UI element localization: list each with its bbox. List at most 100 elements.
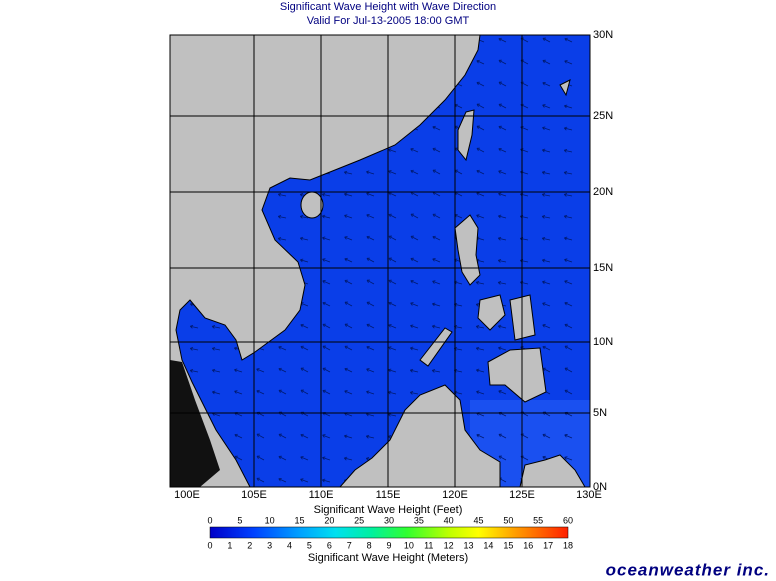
feet-tick: 15 <box>294 515 304 525</box>
lon-label: 115E <box>376 489 401 501</box>
wave-arrow <box>564 236 573 241</box>
wave-arrow <box>432 235 441 241</box>
wave-arrow <box>498 81 507 87</box>
lon-label: 100E <box>174 489 200 501</box>
wave-arrow <box>300 478 309 483</box>
meter-tick: 8 <box>367 540 372 550</box>
grid <box>170 35 590 487</box>
meter-tick: 11 <box>424 540 433 550</box>
wave-arrow <box>388 279 397 285</box>
meter-tick: 10 <box>404 540 414 550</box>
wave-arrow <box>321 192 331 197</box>
wave-arrow <box>388 213 397 219</box>
wave-arrow <box>278 455 287 461</box>
wave-arrow <box>476 390 485 395</box>
wave-arrow <box>476 125 485 131</box>
wave-arrow <box>475 346 485 351</box>
wave-arrow <box>234 433 243 439</box>
wave-arrow <box>388 301 397 307</box>
meter-tick: 0 <box>207 540 212 550</box>
wave-arrow <box>541 193 551 197</box>
wave-arrow <box>366 170 375 175</box>
wave-arrow <box>322 280 331 285</box>
meter-tick: 13 <box>464 540 474 550</box>
wave-arrow <box>542 324 551 329</box>
land-shade <box>170 360 220 487</box>
wave-arrow <box>366 257 375 263</box>
wave-arrow <box>564 323 573 329</box>
wave-arrow <box>387 390 397 395</box>
feet-tick: 5 <box>237 515 242 525</box>
wave-arrow <box>432 147 441 153</box>
wave-arrow <box>256 389 265 395</box>
wave-arrow <box>409 391 419 395</box>
wave-arrow <box>409 346 419 351</box>
wave-arrow <box>278 477 287 483</box>
wave-arrow <box>388 170 397 175</box>
wave-arrow <box>321 214 331 219</box>
wave-arrow <box>189 369 199 373</box>
wave-arrow <box>322 258 331 263</box>
wave-arrow <box>388 368 397 373</box>
wave-arrow <box>542 81 551 87</box>
wave-arrow <box>278 367 287 373</box>
wave-arrow <box>410 302 419 307</box>
wave-arrow <box>278 433 287 439</box>
wave-arrow <box>542 345 551 351</box>
wave-arrow <box>388 235 397 241</box>
lat-label: 20N <box>593 186 613 198</box>
wave-arrow <box>278 346 287 351</box>
wave-arrow <box>189 324 199 329</box>
axis-labels: 0N 5N 10N 15N 20N 25N 30N 100E 105E 110E 115E 120E 1… <box>174 29 613 550</box>
wave-arrow <box>497 236 507 241</box>
wave-arrow <box>541 258 551 263</box>
wave-arrow <box>277 215 287 219</box>
feet-tick: 35 <box>414 515 424 525</box>
wave-arrow <box>366 214 375 219</box>
lon-label: 120E <box>442 489 468 501</box>
wave-arrow <box>211 368 221 373</box>
wave-arrow <box>542 59 551 65</box>
wave-arrow <box>564 367 573 373</box>
wave-arrow <box>277 192 287 197</box>
lat-label: 30N <box>593 29 613 41</box>
wave-arrow <box>542 37 551 43</box>
wave-arrow <box>366 279 375 285</box>
wave-arrow <box>256 368 265 373</box>
wave-arrow <box>498 433 507 439</box>
wave-arrow <box>498 59 507 65</box>
wave-arrow <box>498 125 507 131</box>
wave-arrow <box>498 390 507 395</box>
lat-label: 5N <box>593 407 607 419</box>
wave-arrow <box>343 456 353 461</box>
meter-tick: 18 <box>563 540 573 550</box>
feet-tick: 0 <box>207 515 212 525</box>
wave-arrow <box>409 368 419 373</box>
wave-arrow <box>388 148 397 153</box>
wave-arrow <box>344 236 353 241</box>
wave-arrow <box>366 301 375 307</box>
wave-arrow <box>211 325 221 329</box>
wave-arrow <box>366 235 375 241</box>
wave-arrow <box>322 389 331 395</box>
wave-arrow <box>564 280 573 285</box>
wave-arrow <box>476 192 485 197</box>
wave-arrow <box>322 301 331 307</box>
wave-arrow <box>476 214 485 219</box>
wave-arrow <box>542 126 551 131</box>
wave-arrow <box>365 434 375 439</box>
colorbar <box>209 526 569 539</box>
wave-arrow <box>410 213 419 219</box>
wave-arrow <box>564 258 573 263</box>
wave-arrow <box>432 169 441 175</box>
wave-arrow <box>189 347 199 351</box>
wave-arrow <box>498 37 507 43</box>
wave-arrow <box>432 125 441 131</box>
meter-tick: 15 <box>503 540 513 550</box>
wave-arrow <box>564 345 573 351</box>
wave-arrow <box>542 302 551 307</box>
wave-arrow <box>388 257 397 263</box>
wave-arrow <box>344 434 353 439</box>
feet-tick: 60 <box>563 515 573 525</box>
feet-tick: 55 <box>533 515 543 525</box>
